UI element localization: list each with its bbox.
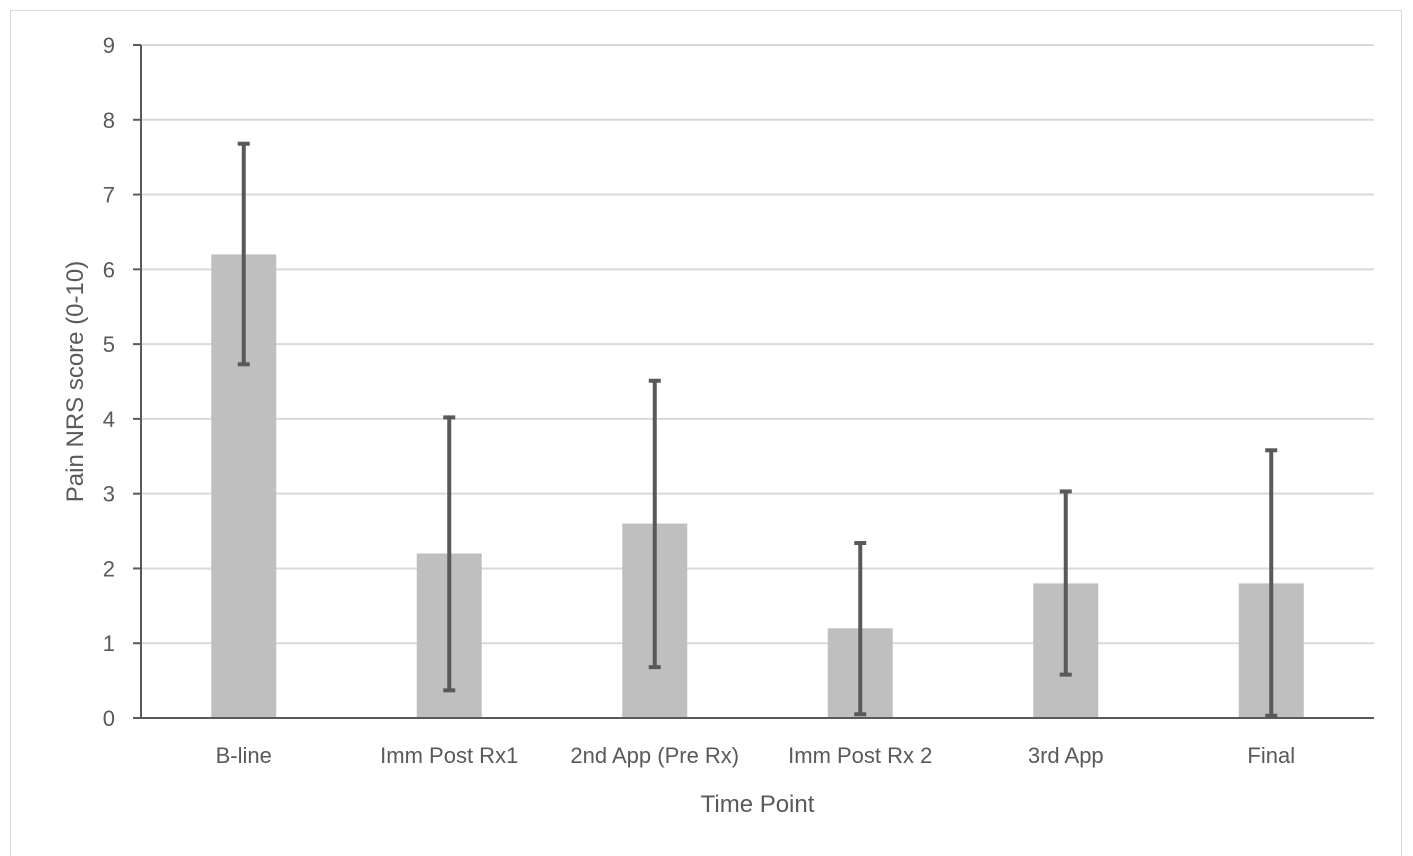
bars	[211, 254, 1304, 718]
chart-frame	[10, 10, 1402, 856]
x-tick-label: 2nd App (Pre Rx)	[570, 743, 739, 768]
y-tick-label: 0	[103, 706, 115, 731]
x-tick-label: Imm Post Rx1	[380, 743, 518, 768]
x-tick-label: Final	[1247, 743, 1295, 768]
y-tick-label: 7	[103, 183, 115, 208]
y-tick-label: 3	[103, 482, 115, 507]
y-tick-label: 6	[103, 257, 115, 282]
y-tick-label: 1	[103, 631, 115, 656]
y-tick-label: 5	[103, 332, 115, 357]
y-tick-label: 2	[103, 556, 115, 581]
error-bars	[237, 141, 1278, 718]
x-tick-labels: B-line Imm Post Rx1 2nd App (Pre Rx) Imm Po…	[216, 743, 1295, 768]
y-tick-label: 4	[103, 407, 115, 432]
axes	[140, 45, 1374, 719]
y-axis-title: Pain NRS score (0-10)	[62, 261, 89, 502]
y-tick-labels: 0 1 2 3 4 5 6 7 8 9	[103, 33, 115, 731]
x-tick-label: B-line	[216, 743, 272, 768]
y-tick-label: 8	[103, 108, 115, 133]
x-tick-label: Imm Post Rx 2	[788, 743, 932, 768]
gridlines	[133, 44, 1374, 719]
x-axis-title: Time Point	[701, 791, 815, 818]
x-tick-label: 3rd App	[1028, 743, 1104, 768]
y-tick-label: 9	[103, 33, 115, 58]
